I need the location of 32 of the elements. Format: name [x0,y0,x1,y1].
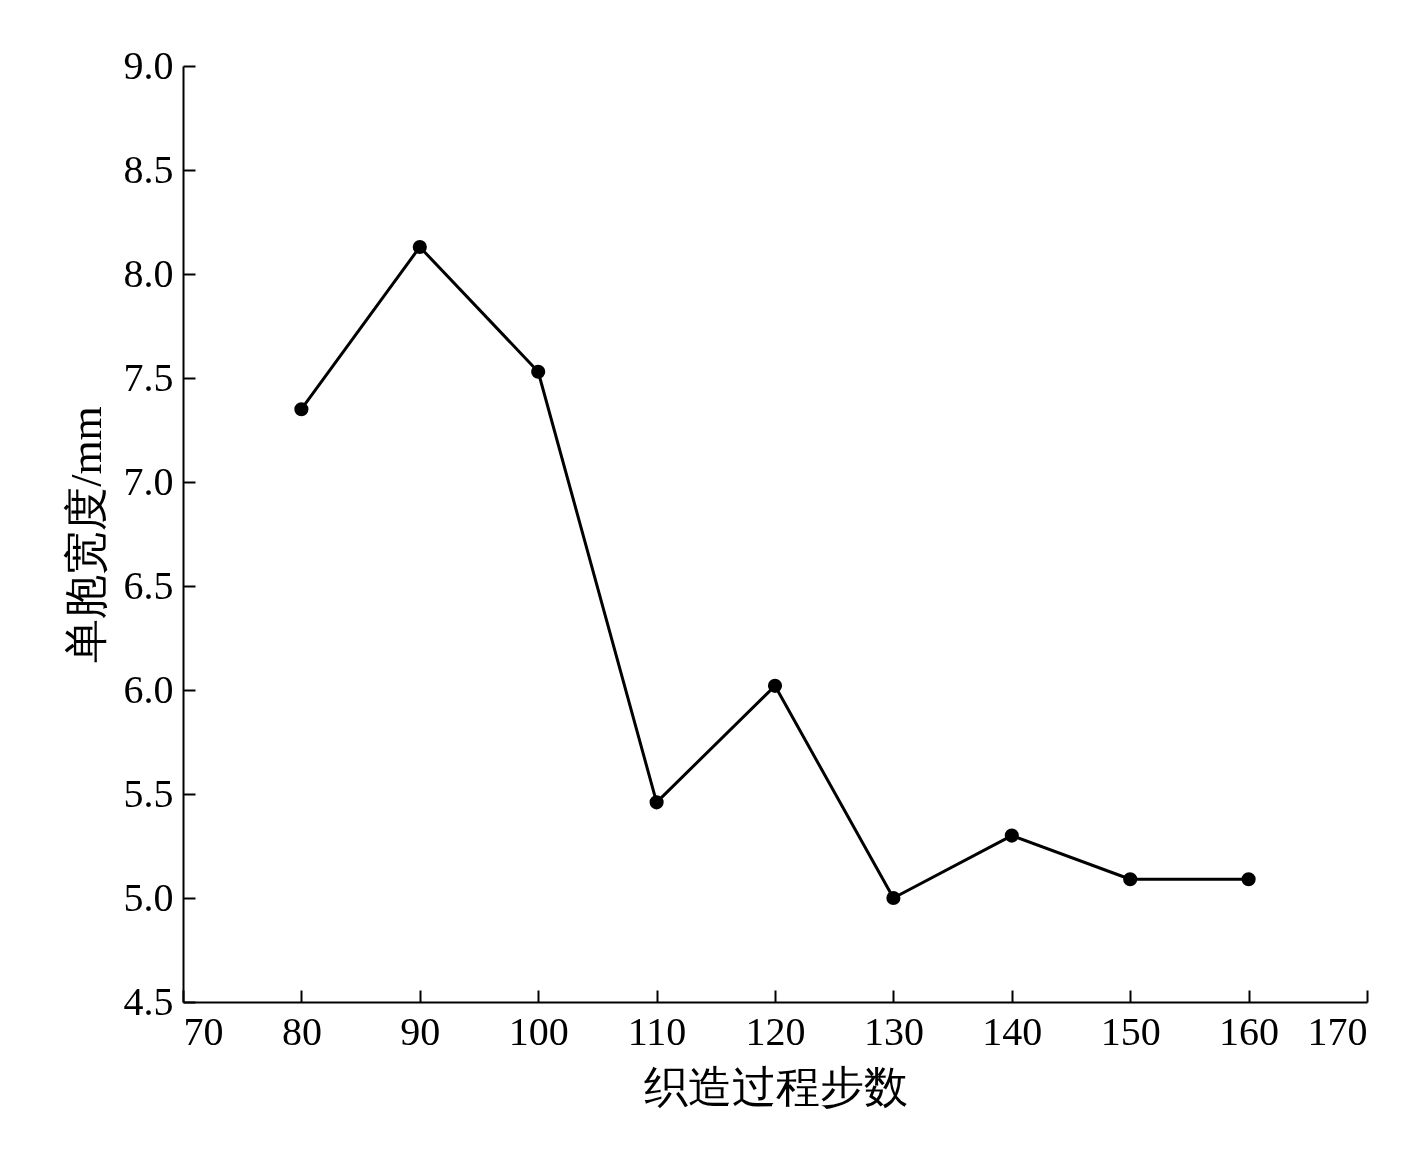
point [1004,828,1019,843]
y-tick-label: 8.5 [123,146,174,192]
x-tick-label: 110 [627,1008,687,1054]
x-tick-label: 160 [1219,1008,1280,1054]
y-tick-label: 6.5 [123,562,174,608]
x-tick-label: 170 [1307,1008,1368,1054]
point [1241,872,1256,887]
x-tick-label: 150 [1100,1008,1161,1054]
x-tick-label: 100 [508,1008,569,1054]
point [649,795,664,810]
y-tick-label: 7.5 [123,354,174,400]
y-axis-title: 单胞宽度/mm [61,406,111,663]
y-tick-label: 8.0 [123,250,174,296]
y-tick-label: 9.0 [123,42,174,88]
point [1123,872,1138,887]
point [294,402,309,417]
point [412,239,427,255]
x-tick-label: 140 [982,1008,1043,1054]
point [886,890,901,906]
x-tick-label: 120 [745,1008,806,1054]
x-tick-label: 70 [183,1008,224,1054]
point [767,678,783,693]
y-tick-label: 5.5 [123,770,174,816]
x-axis-title: 织造过程步数 [643,1062,908,1112]
x-tick-label: 130 [863,1008,924,1054]
y-tick-label: 7.0 [123,458,174,504]
x-tick-label: 90 [400,1008,441,1054]
y-tick-label: 6.0 [123,666,174,712]
x-tick-label: 80 [281,1008,322,1054]
point [531,364,546,379]
y-tick-label: 5.0 [123,874,174,920]
y-tick-label: 4.5 [123,978,174,1024]
